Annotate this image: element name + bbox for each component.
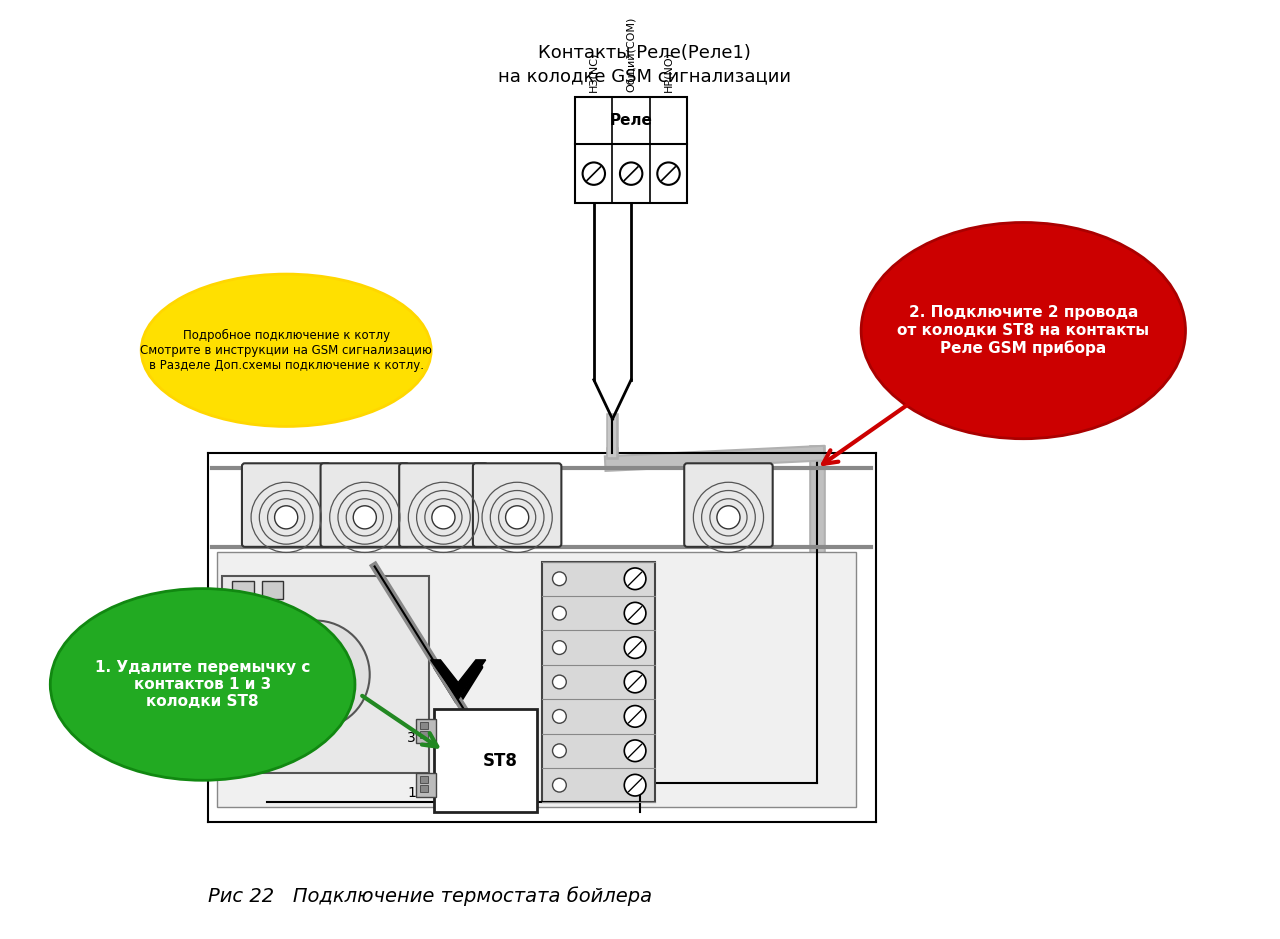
FancyBboxPatch shape [420, 785, 428, 792]
Circle shape [353, 506, 376, 529]
Circle shape [553, 710, 566, 723]
Text: Реле: Реле [609, 113, 653, 128]
Circle shape [553, 572, 566, 586]
Ellipse shape [861, 223, 1185, 439]
FancyBboxPatch shape [218, 552, 856, 808]
FancyBboxPatch shape [242, 463, 330, 546]
Text: ST8: ST8 [483, 751, 517, 770]
Circle shape [553, 744, 566, 758]
FancyBboxPatch shape [416, 773, 435, 797]
Text: на колодке GSM сигнализации: на колодке GSM сигнализации [498, 68, 791, 85]
Circle shape [275, 506, 298, 529]
FancyBboxPatch shape [420, 776, 428, 783]
Circle shape [658, 162, 680, 185]
Circle shape [625, 568, 646, 590]
FancyBboxPatch shape [420, 722, 428, 729]
Text: Общий(COM): Общий(COM) [626, 16, 636, 92]
FancyBboxPatch shape [416, 719, 435, 744]
Text: Подробное подключение к котлу
Смотрите в инструкции на GSM сигнализацию
в Раздел: Подробное подключение к котлу Смотрите в… [141, 329, 433, 372]
Circle shape [625, 740, 646, 762]
FancyBboxPatch shape [472, 463, 562, 546]
Text: НР(NO): НР(NO) [663, 51, 673, 92]
Text: 1. Удалите перемычку с
контактов 1 и 3
колодки ST8: 1. Удалите перемычку с контактов 1 и 3 к… [95, 659, 310, 709]
Circle shape [717, 506, 740, 529]
Circle shape [620, 162, 643, 185]
FancyBboxPatch shape [232, 581, 253, 599]
FancyBboxPatch shape [575, 97, 687, 203]
FancyBboxPatch shape [261, 581, 283, 599]
Circle shape [553, 675, 566, 689]
FancyBboxPatch shape [237, 645, 255, 659]
FancyBboxPatch shape [420, 731, 428, 737]
FancyBboxPatch shape [261, 645, 279, 659]
Text: НЗ(NC): НЗ(NC) [589, 52, 599, 92]
Circle shape [553, 778, 566, 793]
FancyBboxPatch shape [320, 463, 410, 546]
Text: 2. Подключите 2 провода
от колодки ST8 на контакты
Реле GSM прибора: 2. Подключите 2 провода от колодки ST8 н… [897, 305, 1149, 356]
FancyBboxPatch shape [685, 463, 773, 546]
FancyBboxPatch shape [434, 709, 536, 812]
FancyBboxPatch shape [399, 463, 488, 546]
Ellipse shape [141, 274, 431, 426]
Text: Контакты Реле(Реле1): Контакты Реле(Реле1) [539, 43, 751, 62]
Circle shape [625, 705, 646, 727]
FancyBboxPatch shape [223, 577, 429, 773]
Circle shape [553, 607, 566, 620]
Text: 1: 1 [407, 786, 416, 799]
Ellipse shape [50, 589, 355, 780]
Circle shape [625, 775, 646, 796]
Circle shape [625, 637, 646, 658]
FancyBboxPatch shape [541, 562, 655, 803]
Circle shape [431, 506, 454, 529]
Text: Рис 22   Подключение термостата бойлера: Рис 22 Подключение термостата бойлера [207, 885, 652, 905]
Circle shape [625, 671, 646, 693]
Circle shape [506, 506, 529, 529]
Polygon shape [430, 660, 485, 700]
Circle shape [625, 602, 646, 624]
FancyBboxPatch shape [232, 606, 253, 623]
Circle shape [307, 667, 324, 683]
Circle shape [261, 621, 370, 729]
FancyBboxPatch shape [261, 606, 283, 623]
Text: 3: 3 [407, 731, 416, 746]
Circle shape [553, 640, 566, 654]
Circle shape [582, 162, 605, 185]
